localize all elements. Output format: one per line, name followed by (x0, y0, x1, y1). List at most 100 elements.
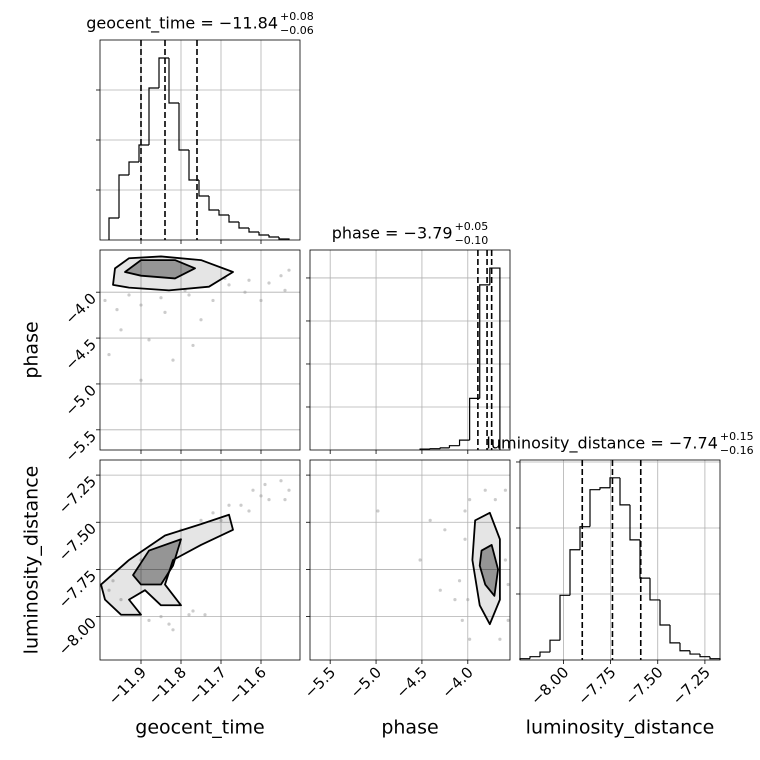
x-tick-label: −7.25 (669, 663, 714, 708)
scatter-point (199, 318, 203, 322)
y-axis-label: luminosity_distance (21, 466, 43, 655)
scatter-point (243, 290, 247, 294)
scatter-point (279, 479, 283, 483)
scatter-point (187, 613, 191, 617)
histogram-bin (158, 57, 169, 88)
axes-frame (309, 459, 511, 661)
y-tick-label: −5.0 (62, 381, 100, 419)
scatter-point (453, 598, 457, 602)
y-axis-label: phase (21, 321, 43, 378)
x-axis-label: luminosity_distance (526, 717, 715, 739)
scatter-point (287, 488, 291, 492)
scatter-point (159, 615, 163, 619)
x-tick-label: −11.8 (145, 663, 190, 708)
scatter-point (159, 296, 163, 300)
histogram-bin (689, 650, 700, 655)
scatter-point (468, 637, 472, 641)
axes-frame (99, 39, 301, 241)
scatter-point (219, 518, 223, 522)
histogram-bin (268, 235, 279, 238)
scatter-point (119, 598, 123, 602)
scatter-point (203, 613, 207, 617)
scatter-point (115, 308, 119, 312)
histogram-bin (549, 639, 560, 653)
scatter-point (460, 618, 464, 622)
x-tick-label: −8.00 (527, 663, 572, 708)
x-tick-label: −5.0 (347, 663, 385, 701)
scatter-point (428, 518, 432, 522)
scatter-point (283, 498, 287, 502)
x-axis-label: phase (381, 717, 438, 739)
x-tick-label: −11.7 (185, 663, 230, 708)
scatter-point (147, 338, 151, 342)
histogram-bin (659, 599, 670, 626)
histogram-bin (479, 284, 490, 399)
title-upper-error: +0.15 (720, 430, 754, 443)
scatter-point (438, 588, 442, 592)
scatter-point (483, 488, 487, 492)
scatter-point (287, 268, 291, 272)
axes-frame (99, 249, 301, 451)
y-tick-label: −7.75 (55, 567, 100, 612)
scatter-point (227, 283, 231, 287)
scatter-point (239, 503, 243, 507)
scatter-point (163, 310, 167, 314)
x-tick-label: −4.0 (438, 663, 476, 701)
scatter-point (457, 579, 462, 583)
scatter-point (503, 488, 508, 492)
scatter-point (139, 378, 143, 382)
histogram-bin (448, 445, 460, 448)
y-tick-label: −7.25 (55, 472, 100, 517)
scatter-point (506, 582, 510, 587)
histogram-bin (569, 549, 580, 596)
title-upper-error: +0.08 (280, 10, 314, 23)
histogram-bin (458, 439, 470, 446)
scatter-point (247, 278, 251, 282)
scatter-point (418, 558, 422, 562)
scatter-point (191, 343, 195, 348)
histogram-bin (649, 578, 660, 601)
scatter-point (187, 293, 191, 297)
title-lower-error: −0.10 (455, 234, 489, 247)
scatter-point (191, 609, 195, 613)
histogram-bin (278, 237, 290, 240)
scatter-point (211, 298, 215, 303)
scatter-point (468, 498, 472, 502)
histogram-bin (258, 232, 269, 236)
scatter-point (147, 618, 151, 622)
histogram-bin (539, 651, 550, 657)
histogram-bin (238, 222, 249, 229)
scatter-point (259, 298, 263, 303)
y-tick-label: −4.0 (62, 289, 100, 327)
scatter-point (267, 498, 271, 502)
histogram-bin (609, 477, 620, 488)
histogram-bin (198, 180, 209, 197)
scatter-point (263, 482, 267, 487)
scatter-point (463, 509, 467, 513)
histogram-bin (248, 228, 259, 233)
scatter-point (199, 518, 203, 522)
scatter-point (167, 622, 171, 626)
histogram-bin (168, 58, 179, 104)
panel-title: phase = −3.79 (332, 224, 453, 243)
y-tick-label: −5.5 (62, 427, 100, 465)
scatter-point (493, 498, 497, 502)
histogram-bin (439, 447, 450, 449)
scatter-point (506, 618, 510, 622)
axes-frame (519, 459, 721, 661)
histogram-bin (679, 642, 690, 652)
x-tick-label: −11.9 (105, 663, 150, 708)
contour (124, 259, 196, 280)
y-tick-label: −8.00 (55, 614, 100, 659)
histogram-bin (709, 656, 721, 660)
title-lower-error: −0.16 (720, 444, 754, 457)
histogram-bin (529, 656, 540, 659)
histogram-bin (208, 196, 219, 211)
histogram-bin (188, 150, 199, 181)
histogram-bin (629, 504, 640, 541)
histogram-bin (108, 217, 119, 240)
y-tick-label: −4.5 (62, 335, 100, 373)
scatter-point (211, 511, 215, 515)
histogram-bin (118, 174, 129, 218)
scatter-point (498, 637, 502, 641)
